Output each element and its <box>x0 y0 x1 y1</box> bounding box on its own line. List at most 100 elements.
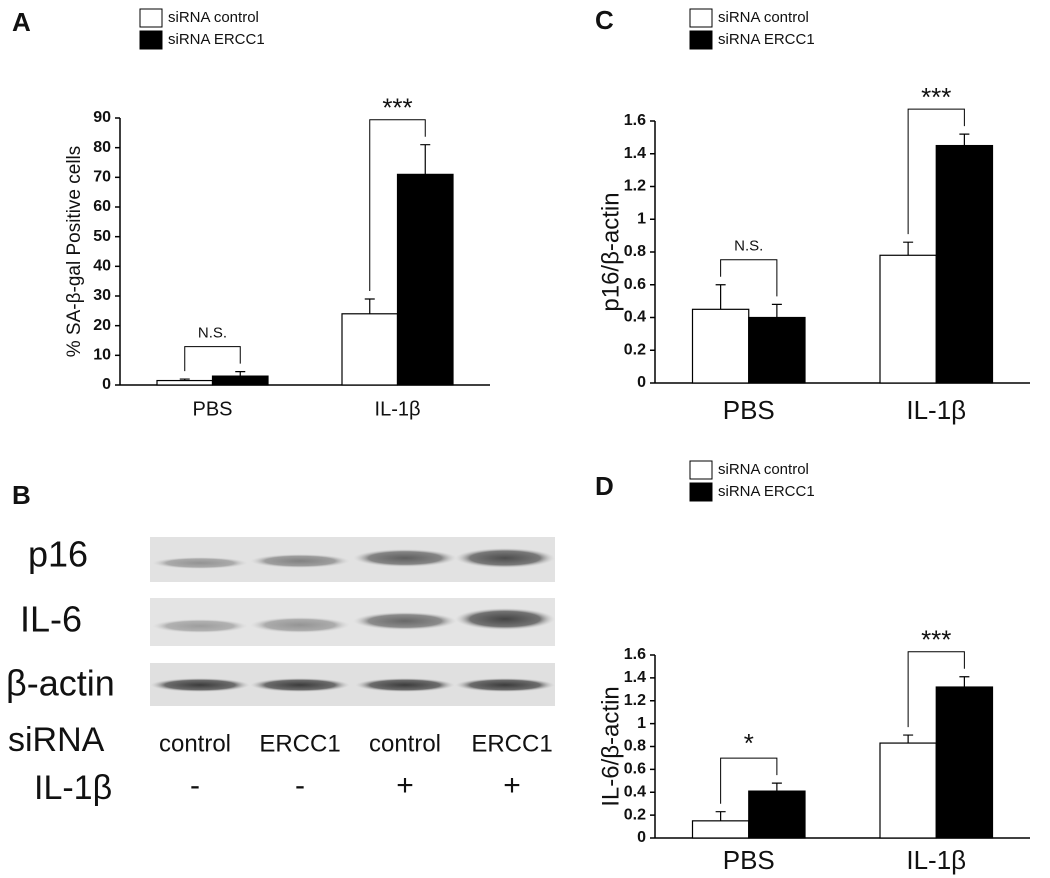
blot-row-label: IL-1β <box>34 769 112 807</box>
legend-swatch <box>689 8 713 28</box>
legend-label: siRNA ERCC1 <box>718 31 815 48</box>
y-tick-label: 0 <box>637 829 646 846</box>
y-tick-label: 50 <box>93 228 111 245</box>
y-tick-label: 90 <box>93 109 111 126</box>
panel-label: B <box>12 480 31 510</box>
significance-label: N.S. <box>198 325 227 342</box>
significance-label: *** <box>382 93 412 123</box>
error-bar <box>179 378 190 381</box>
x-tick-label: PBS <box>192 398 232 420</box>
x-tick-label: IL-1β <box>906 395 966 425</box>
y-tick-label: 20 <box>93 317 111 334</box>
y-tick-label: 0.6 <box>624 276 646 293</box>
error-bar <box>903 241 914 256</box>
y-tick-label: 0.8 <box>624 738 646 755</box>
y-tick-label: 1.2 <box>624 178 646 195</box>
y-tick-label: 0.2 <box>624 341 646 358</box>
error-bar <box>420 144 431 175</box>
y-tick-label: 1.6 <box>624 646 646 663</box>
bar <box>748 316 806 384</box>
significance-label: *** <box>921 625 951 655</box>
significance-bracket <box>907 108 965 235</box>
error-bar <box>235 371 246 377</box>
y-axis-label: IL-6/β-actin <box>597 686 624 807</box>
y-tick-label: 0 <box>102 376 111 393</box>
y-tick-label: 60 <box>93 198 111 215</box>
error-bar <box>959 133 970 146</box>
y-axis-label: % SA-β-gal Positive cells <box>64 146 85 358</box>
bar <box>156 379 214 386</box>
error-bar <box>715 811 726 821</box>
panel-label: C <box>595 5 614 35</box>
legend-swatch <box>139 30 163 50</box>
legend-label: siRNA control <box>718 461 809 478</box>
bar <box>879 742 937 839</box>
lane-label: control <box>159 730 231 757</box>
x-tick-label: PBS <box>723 395 775 425</box>
blot-image <box>150 537 555 706</box>
y-tick-label: 1.4 <box>624 145 646 162</box>
treatment-sign: - <box>190 769 200 802</box>
bar <box>211 375 269 386</box>
y-tick-label: 1.6 <box>624 112 646 129</box>
significance-label: N.S. <box>734 238 763 255</box>
y-tick-label: 0.6 <box>624 761 646 778</box>
legend-label: siRNA control <box>718 9 809 26</box>
y-tick-label: 1 <box>637 715 646 732</box>
error-bar <box>715 284 726 310</box>
significance-bracket <box>720 259 778 297</box>
y-tick-label: 0 <box>637 374 646 391</box>
lane-label: ERCC1 <box>471 730 552 757</box>
significance-label: * <box>744 728 754 758</box>
blot-row-label: β-actin <box>6 663 115 704</box>
error-bar <box>364 298 375 314</box>
x-tick-label: IL-1β <box>375 398 421 420</box>
bar <box>691 308 750 384</box>
bar <box>935 144 994 384</box>
significance-bracket <box>907 651 965 728</box>
bar <box>341 313 399 386</box>
y-tick-label: 80 <box>93 139 111 156</box>
y-axis-label: p16/β-actin <box>597 192 624 311</box>
lane-label: ERCC1 <box>259 730 340 757</box>
x-tick-label: IL-1β <box>906 845 966 875</box>
error-bar <box>903 734 914 744</box>
y-tick-label: 1.4 <box>624 669 646 686</box>
legend-label: siRNA ERCC1 <box>168 31 265 48</box>
bar <box>748 790 806 839</box>
bar <box>691 820 750 839</box>
lane-label: control <box>369 730 441 757</box>
treatment-sign: + <box>503 769 521 802</box>
error-bar <box>771 303 782 318</box>
treatment-sign: + <box>396 769 414 802</box>
error-bar <box>771 782 782 792</box>
blot-row-label: p16 <box>28 534 88 575</box>
y-tick-label: 0.4 <box>624 309 646 326</box>
panel-label: A <box>12 7 31 37</box>
legend-label: siRNA ERCC1 <box>718 483 815 500</box>
bar <box>935 686 994 839</box>
blot-row-label: siRNA <box>8 721 105 759</box>
y-tick-label: 0.2 <box>624 806 646 823</box>
y-tick-label: 0.8 <box>624 243 646 260</box>
y-tick-label: 1 <box>637 210 646 227</box>
significance-bracket <box>184 346 241 372</box>
bar <box>879 254 937 384</box>
legend-swatch <box>139 8 163 28</box>
y-tick-label: 70 <box>93 169 111 186</box>
y-tick-label: 30 <box>93 287 111 304</box>
y-tick-label: 10 <box>93 347 111 364</box>
significance-bracket <box>720 757 778 804</box>
y-tick-label: 1.2 <box>624 692 646 709</box>
legend-swatch <box>689 460 713 480</box>
blot-row-label: IL-6 <box>20 599 82 640</box>
y-tick-label: 0.4 <box>624 783 646 800</box>
significance-bracket <box>369 119 426 291</box>
legend-swatch <box>689 482 713 502</box>
y-tick-label: 40 <box>93 258 111 275</box>
panel-label: D <box>595 471 614 501</box>
x-tick-label: PBS <box>723 845 775 875</box>
bar <box>396 173 454 386</box>
legend-label: siRNA control <box>168 9 259 26</box>
